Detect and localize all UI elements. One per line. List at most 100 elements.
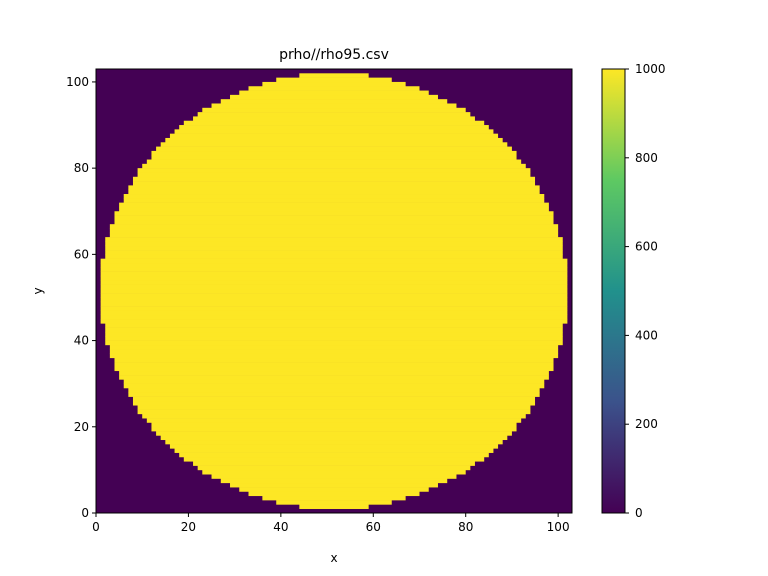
colorbar-tick-label: 0	[635, 506, 643, 520]
heatmap-row-cells	[151, 155, 517, 160]
heatmap-row-cells	[100, 306, 568, 311]
y-tick-label: 60	[74, 247, 89, 261]
heatmap-row-cells	[299, 73, 369, 78]
heatmap-row-cells	[193, 461, 475, 466]
heatmap-row-cells	[248, 86, 420, 91]
heatmap-row-cells	[128, 185, 540, 190]
y-axis-ticks: 0 20 40 60 80 100	[66, 75, 96, 520]
heatmap-row-cells	[202, 107, 466, 113]
heatmap-plot-area	[95, 68, 573, 514]
heatmap-row-cells	[114, 219, 554, 225]
heatmap-row-cells	[151, 422, 517, 428]
heatmap-row-cells	[262, 81, 406, 87]
heatmap-row-cells	[100, 284, 568, 290]
heatmap-cells	[100, 73, 568, 509]
x-axis-label: x	[330, 551, 337, 565]
heatmap-row-cells	[220, 99, 448, 104]
heatmap-row-cells	[132, 176, 536, 182]
heatmap-row-cells	[109, 224, 559, 229]
heatmap-row-cells	[100, 275, 568, 281]
colorbar-tick-label: 200	[635, 417, 658, 431]
heatmap-row-cells	[119, 375, 549, 380]
heatmap-row-cells	[169, 133, 499, 139]
heatmap-row-cells	[100, 262, 568, 268]
colorbar-tick-label: 600	[635, 240, 658, 254]
colorbar: 0 200 400 600 800 1000	[601, 62, 666, 520]
colorbar-tick-label: 800	[635, 151, 658, 165]
heatmap-row-cells	[151, 426, 517, 432]
x-tick-label: 100	[547, 520, 570, 534]
x-tick-label: 20	[181, 520, 196, 534]
colorbar-frame	[601, 68, 626, 514]
heatmap-row-cells	[105, 340, 563, 346]
heatmap-row-cells	[299, 504, 369, 509]
heatmap-row-cells	[105, 254, 563, 259]
heatmap-row-cells	[100, 258, 568, 264]
heatmap-row-cells	[132, 400, 536, 406]
heatmap-row-cells	[100, 297, 568, 303]
heatmap-row-cells	[128, 392, 540, 397]
heatmap-row-cells	[100, 267, 568, 272]
heatmap-row-cells	[165, 439, 503, 445]
heatmap-row-cells	[151, 150, 517, 156]
heatmap-row-cells	[119, 370, 549, 376]
heatmap-row-cells	[137, 172, 531, 178]
heatmap-row-cells	[137, 405, 531, 410]
heatmap-row-cells	[239, 487, 429, 492]
heatmap-row-cells	[114, 362, 554, 367]
heatmap-row-cells	[137, 409, 531, 415]
heatmap-row-cells	[248, 491, 420, 497]
heatmap-row-cells	[202, 469, 466, 475]
heatmap-row-cells	[146, 418, 522, 423]
x-tick-label: 0	[92, 520, 100, 534]
heatmap-row-cells	[174, 129, 494, 134]
heatmap-row-cells	[142, 163, 526, 169]
heatmap-row-cells	[156, 431, 512, 436]
heatmap-row-cells	[183, 120, 485, 126]
heatmap-row-cells	[123, 383, 545, 389]
heatmap-row-cells	[160, 142, 508, 147]
x-tick-label: 60	[366, 520, 381, 534]
heatmap-row-cells	[100, 319, 568, 324]
x-tick-label: 40	[273, 520, 288, 534]
heatmap-row-cells	[128, 189, 540, 195]
heatmap-row-cells	[105, 327, 563, 333]
chart-title: prho//rho95.csv	[279, 47, 389, 63]
heatmap-row-cells	[239, 90, 429, 96]
heatmap-row-cells	[179, 452, 489, 458]
heatmap-row-cells	[211, 474, 457, 479]
x-axis-ticks: 0 20 40 60 80 100	[92, 513, 570, 534]
colorbar-tick-label: 400	[635, 328, 658, 342]
heatmap-row-cells	[220, 478, 448, 484]
y-axis-label: y	[31, 287, 45, 294]
y-tick-label: 100	[66, 75, 89, 89]
y-tick-label: 40	[74, 334, 89, 348]
heatmap-row-cells	[183, 456, 485, 462]
colorbar-tick-label: 1000	[635, 62, 666, 76]
heatmap-row-cells	[105, 323, 563, 328]
heatmap-row-cells	[123, 379, 545, 384]
heatmap-row-cells	[137, 168, 531, 173]
heatmap-row-cells	[100, 288, 568, 294]
colorbar-ticks: 0 200 400 600 800 1000	[625, 62, 666, 520]
heatmap-row-cells	[165, 137, 503, 143]
heatmap-row-cells	[160, 435, 508, 441]
x-tick-label: 80	[458, 520, 473, 534]
heatmap-row-cells	[114, 357, 554, 363]
heatmap-row-cells	[105, 331, 563, 337]
y-tick-label: 20	[74, 420, 89, 434]
heatmap-row-cells	[123, 198, 545, 203]
heatmap-row-cells	[105, 241, 563, 247]
heatmap-row-cells	[197, 465, 471, 471]
heatmap-row-cells	[109, 228, 559, 234]
y-tick-label: 80	[74, 161, 89, 175]
heatmap-row-cells	[123, 194, 545, 199]
heatmap-row-cells	[156, 146, 512, 152]
heatmap-row-cells	[146, 159, 522, 165]
heatmap-row-cells	[100, 310, 568, 316]
heatmap-row-cells	[109, 232, 559, 238]
heatmap-row-cells	[105, 336, 563, 341]
heatmap-row-cells	[114, 215, 554, 221]
heatmap-row-cells	[262, 495, 406, 501]
